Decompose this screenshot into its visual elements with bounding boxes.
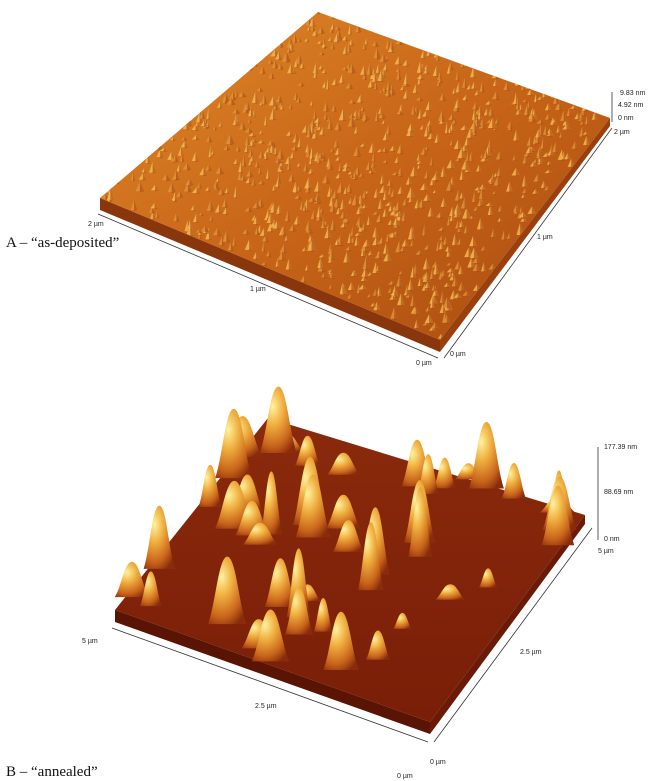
z-label: 9.83 nm [620, 90, 645, 97]
texture [256, 59, 258, 67]
texture [400, 36, 404, 45]
texture [318, 7, 320, 15]
texture [525, 83, 533, 89]
texture [554, 88, 557, 99]
z-label: 0 nm [604, 536, 620, 543]
axis-label: 0 µm [450, 351, 466, 358]
texture [529, 83, 533, 90]
axis-label: 0 µm [397, 773, 413, 780]
texture [583, 100, 591, 110]
texture [523, 82, 525, 91]
texture [515, 75, 521, 86]
texture [544, 83, 546, 96]
texture [469, 422, 504, 489]
texture [463, 57, 465, 68]
z-label: 177.39 nm [604, 444, 637, 451]
z-label: 0 nm [618, 115, 634, 122]
axis-label: 2 µm [88, 221, 104, 228]
axis-label: 1 µm [250, 286, 266, 293]
texture [117, 178, 120, 185]
axis-label: 0 µm [416, 360, 432, 367]
panel-label: A – “as-deposited” [6, 235, 119, 251]
axis-label: 2.5 µm [520, 649, 542, 656]
axis-label: 0 µm [430, 759, 446, 766]
panel-label: B – “annealed” [6, 764, 98, 780]
texture [429, 49, 432, 57]
texture [556, 92, 559, 105]
texture [464, 57, 468, 66]
figure: 9.83 nm 4.92 nm 0 nm 2 µm 1 µm 0 µm 2 µm… [0, 0, 648, 781]
z-label: 88.69 nm [604, 489, 633, 496]
texture [496, 72, 500, 79]
axis-label: 2 µm [614, 129, 630, 136]
z-label: 4.92 nm [618, 102, 643, 109]
texture [542, 83, 546, 95]
texture [587, 100, 591, 111]
axis-label: 5 µm [82, 638, 98, 645]
axis-label: 2.5 µm [255, 703, 277, 710]
texture [544, 88, 546, 98]
texture [251, 61, 253, 71]
texture [551, 88, 557, 98]
texture [260, 387, 297, 453]
texture [144, 506, 175, 569]
texture [502, 463, 526, 499]
texture [518, 75, 521, 87]
texture [466, 57, 468, 67]
axis-label: 1 µm [537, 234, 553, 241]
texture [329, 7, 337, 18]
axis-label: 5 µm [598, 548, 614, 555]
texture [333, 7, 337, 19]
